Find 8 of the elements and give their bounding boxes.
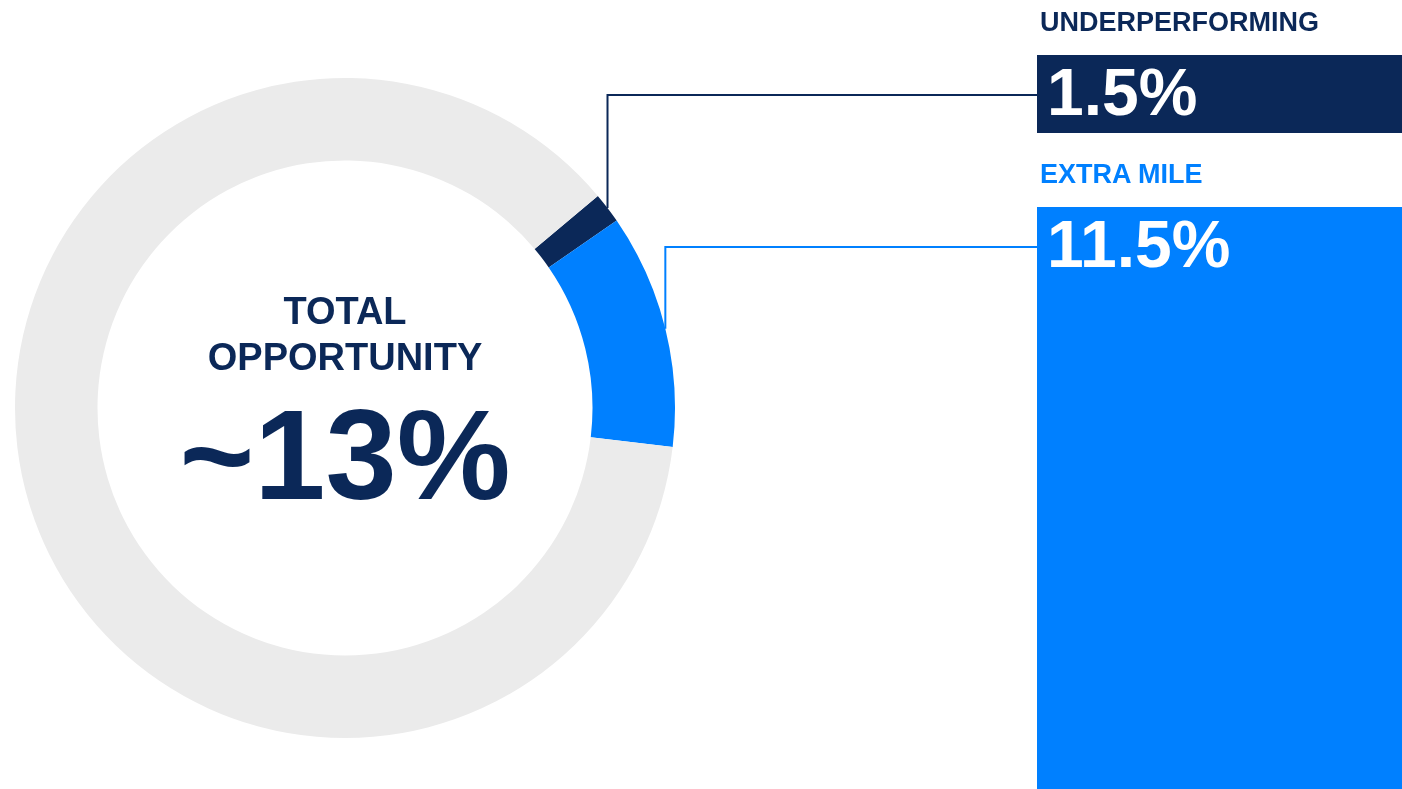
slice-label: EXTRA MILE [1040, 159, 1203, 190]
text: TOTAL OPPORTUNITY [206, 289, 484, 380]
label-panel: 1.5% [1037, 55, 1402, 133]
data-label: 1.5% [1047, 55, 1198, 129]
slice-label: UNDERPERFORMING [1040, 7, 1320, 38]
data-label: 11.5% [1047, 207, 1231, 281]
text: ~13% [178, 383, 512, 526]
label-panel: 11.5% [1037, 207, 1402, 789]
